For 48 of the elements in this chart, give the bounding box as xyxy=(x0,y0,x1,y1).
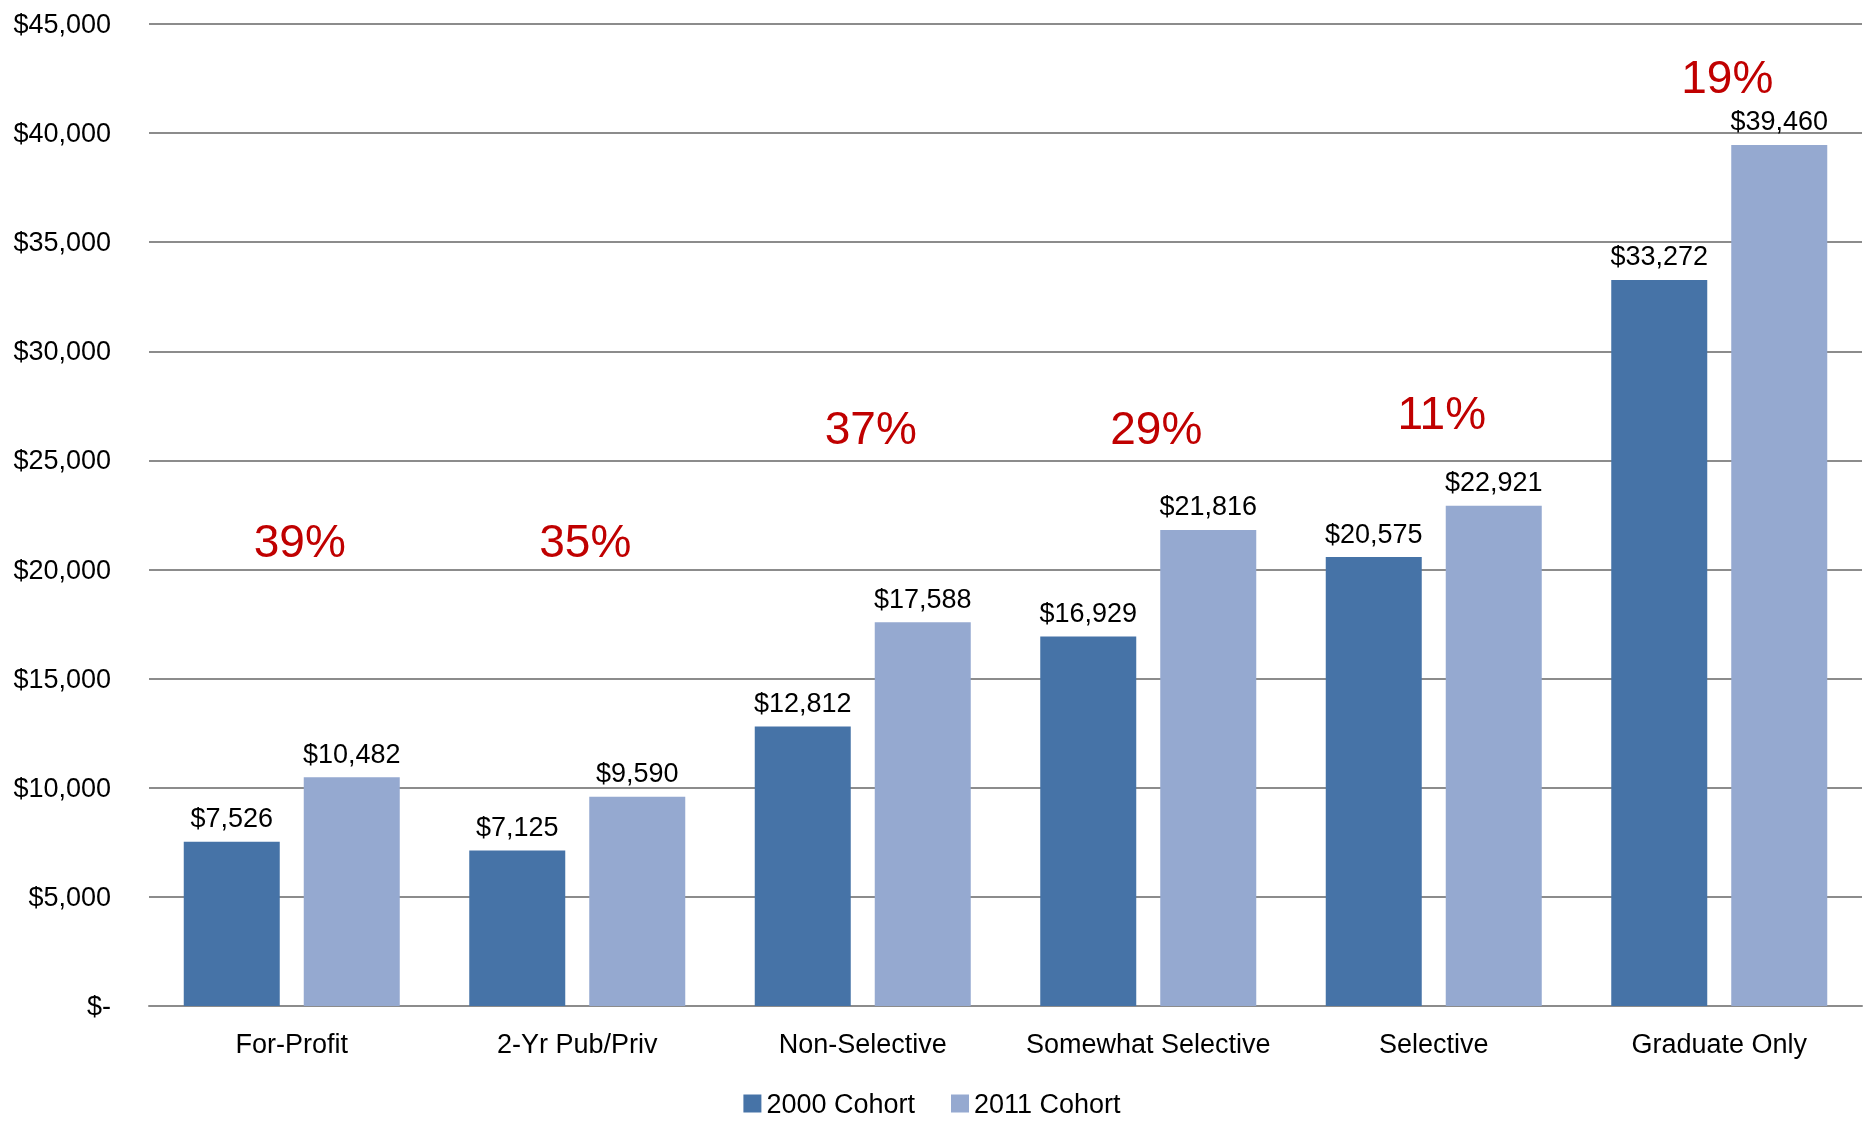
x-tick-label: Graduate Only xyxy=(1631,1028,1808,1059)
y-tick-label: $45,000 xyxy=(13,9,111,39)
data-label: $7,125 xyxy=(475,812,559,843)
annotation: 29% xyxy=(1110,402,1203,454)
data-label: $7,526 xyxy=(190,803,274,834)
bar xyxy=(303,777,400,1006)
y-tick-label: $5,000 xyxy=(28,881,111,912)
data-label: $9,590 xyxy=(595,758,679,789)
bar xyxy=(1731,144,1828,1006)
data-label: $39,460 xyxy=(1730,106,1829,137)
bar xyxy=(1040,636,1137,1006)
y-tick-label: $10,000 xyxy=(13,772,111,803)
bar xyxy=(1325,557,1422,1006)
y-tick-label: $- xyxy=(86,991,111,1021)
data-label: $20,575 xyxy=(1324,518,1423,549)
data-label: $22,921 xyxy=(1444,467,1543,498)
x-tick-label: For-Profit xyxy=(235,1028,349,1059)
bar xyxy=(469,850,566,1006)
y-tick-label: $40,000 xyxy=(13,118,111,149)
data-label: $16,929 xyxy=(1039,598,1138,629)
annotation: 39% xyxy=(253,515,346,567)
x-tick-label: Selective xyxy=(1378,1028,1489,1059)
legend-label: 2011 Cohort xyxy=(974,1088,1122,1119)
bar xyxy=(1445,505,1542,1006)
bar xyxy=(1611,279,1708,1006)
y-tick-label: $25,000 xyxy=(13,445,111,476)
data-label: $33,272 xyxy=(1610,241,1709,272)
bar xyxy=(754,726,851,1006)
data-label: $10,482 xyxy=(302,738,401,769)
annotation: 35% xyxy=(539,515,632,567)
y-tick-label: $30,000 xyxy=(13,336,111,367)
bar xyxy=(589,796,686,1006)
y-tick-label: $35,000 xyxy=(13,227,111,258)
data-label: $12,812 xyxy=(753,687,852,718)
x-tick-label: Non-Selective xyxy=(778,1028,947,1059)
bar xyxy=(874,622,971,1006)
legend-label: 2000 Cohort xyxy=(766,1088,916,1119)
y-tick-label: $20,000 xyxy=(13,554,111,585)
data-label: $17,588 xyxy=(873,583,972,614)
annotation: 11% xyxy=(1397,387,1487,439)
bar xyxy=(1160,529,1257,1006)
x-tick-label: Somewhat Selective xyxy=(1025,1028,1271,1059)
x-tick-label: 2-Yr Pub/Priv xyxy=(496,1028,659,1059)
annotation: 37% xyxy=(824,402,917,454)
data-label: $21,816 xyxy=(1159,491,1258,522)
y-tick-label: $15,000 xyxy=(13,663,111,694)
annotation: 19% xyxy=(1681,51,1774,103)
bar xyxy=(183,841,280,1006)
